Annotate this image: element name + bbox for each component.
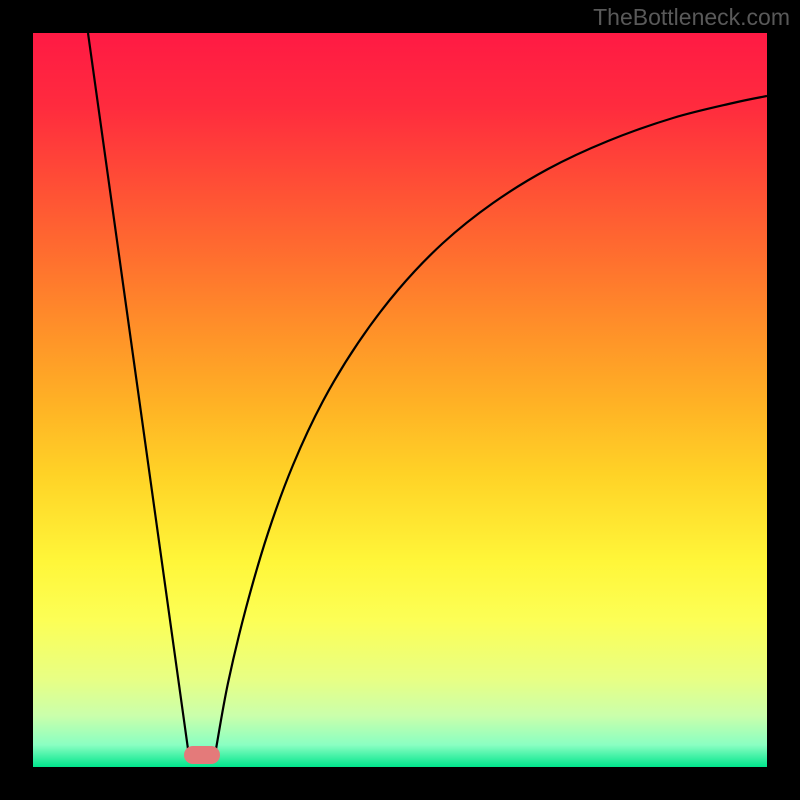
curves-svg bbox=[33, 33, 767, 767]
bottleneck-marker bbox=[184, 746, 220, 764]
right-curve bbox=[216, 96, 767, 749]
watermark-text: TheBottleneck.com bbox=[593, 4, 790, 31]
chart-area bbox=[33, 33, 767, 767]
left-curve bbox=[88, 33, 188, 749]
